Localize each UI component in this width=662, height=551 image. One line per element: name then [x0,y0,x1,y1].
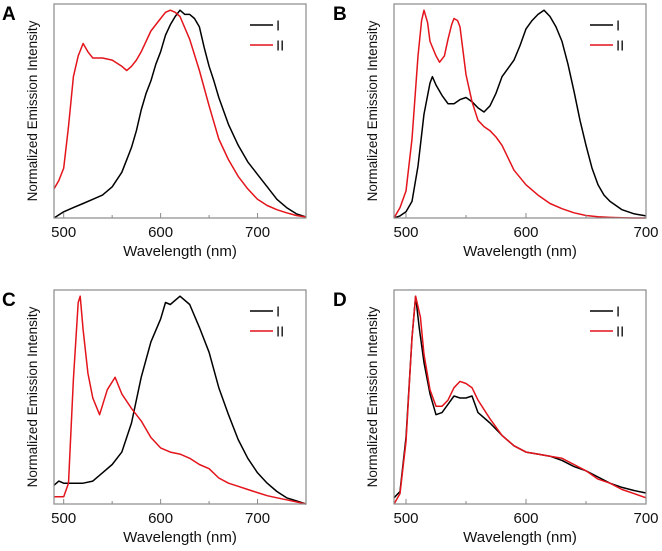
legend-label-i: I [616,18,620,35]
x-tick-label: 500 [393,224,418,241]
legend-label-i: I [276,18,280,35]
legend-label-ii: II [616,38,624,55]
x-tick-label: 700 [245,224,270,241]
panel-a: A 500 600 700 Wavelength (nm) Normalized Emis… [2,3,307,260]
plot-frame [393,3,647,219]
x-axis-label: Wavelength (nm) [123,529,237,546]
plot-frame [393,289,647,505]
x-axis-label: Wavelength (nm) [123,243,237,260]
x-tick-label: 700 [633,224,658,241]
legend-label-ii: II [616,324,624,341]
panel-letter: B [333,4,347,25]
y-axis-label: Normalized Emission Intensity [25,306,40,487]
x-tick-label: 600 [148,224,173,241]
legend-label-ii: II [276,38,284,55]
y-axis-label: Normalized Emission Intensity [365,306,380,487]
x-tick-label: 600 [513,224,538,241]
series-line-ii [393,9,646,219]
x-tick-label: 700 [633,510,658,527]
legend-label-ii: II [276,324,284,341]
series-line-i [393,295,647,499]
series-line-i [393,9,647,219]
series-line-i [53,9,307,219]
legend-label-i: I [276,304,280,321]
x-tick-label: 500 [51,510,76,527]
y-axis-label: Normalized Emission Intensity [365,20,380,201]
y-axis-label: Normalized Emission Intensity [25,20,40,201]
panel-letter: A [2,4,16,25]
panel-d: D 500 600 700 Wavelength (nm) Normalized Emis… [333,289,659,546]
x-axis-label: Wavelength (nm) [463,529,577,546]
x-axis-label: Wavelength (nm) [463,243,577,260]
legend-label-i: I [616,304,620,321]
panel-c: C 500 600 700 Wavelength (nm) Normalized Emis… [2,289,307,546]
x-tick-label: 500 [51,224,76,241]
x-tick-label: 500 [393,510,418,527]
plot-frame [53,289,307,505]
panel-b: B 500 600 700 Wavelength (nm) Normalized Emis… [333,3,659,260]
plot-frame [53,3,307,219]
x-tick-label: 700 [245,510,270,527]
x-tick-label: 600 [513,510,538,527]
panel-letter: D [333,290,347,311]
x-tick-label: 600 [148,510,173,527]
panel-letter: C [2,290,16,311]
series-line-ii [393,295,647,505]
series-line-ii [54,295,307,505]
series-line-i [53,295,307,505]
series-line-ii [53,9,307,218]
